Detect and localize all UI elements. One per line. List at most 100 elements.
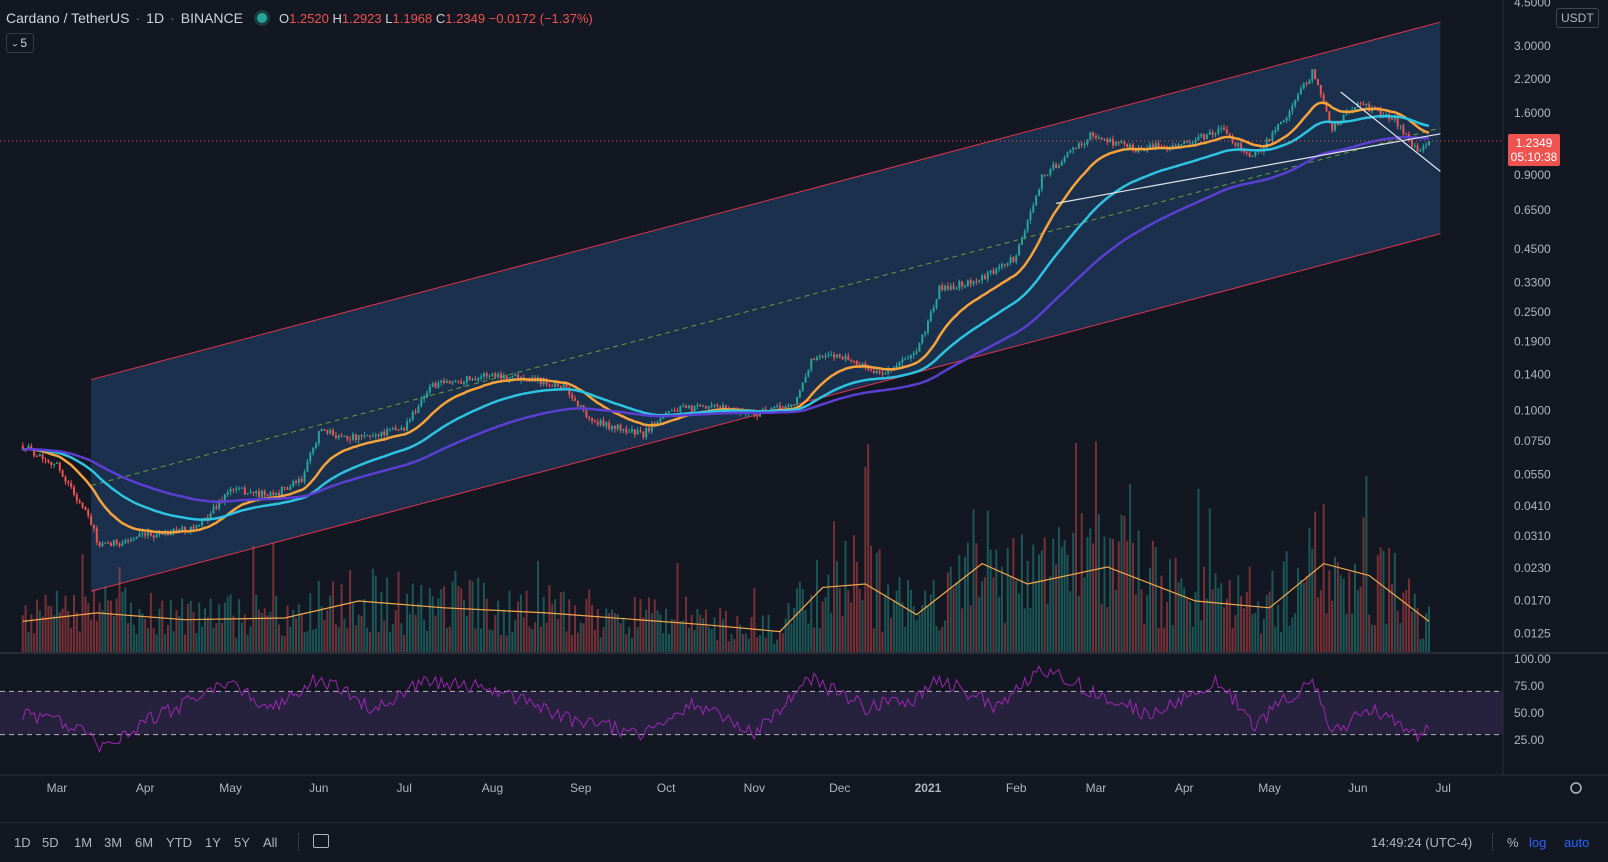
- candle-body: [619, 424, 622, 431]
- volume-bar: [1388, 547, 1391, 652]
- clock-label[interactable]: 14:49:24 (UTC-4): [1371, 835, 1473, 850]
- candle-body: [53, 463, 56, 465]
- volume-bar: [112, 616, 115, 652]
- candle-body: [343, 436, 346, 438]
- candle-body: [1060, 161, 1063, 166]
- candle-body: [1032, 205, 1035, 213]
- volume-bar: [161, 600, 164, 652]
- candle: [383, 429, 386, 439]
- candle: [1057, 163, 1060, 169]
- candle: [630, 425, 633, 434]
- timeframe-ytd-button[interactable]: YTD: [166, 835, 192, 850]
- volume-bar: [568, 599, 571, 652]
- calendar-icon[interactable]: [313, 834, 329, 848]
- candle: [1396, 112, 1399, 130]
- volume-bar: [403, 634, 406, 652]
- volume-bar: [781, 633, 784, 652]
- candle: [1302, 82, 1305, 90]
- log-scale-toggle[interactable]: log: [1529, 835, 1547, 850]
- volume-bar: [135, 633, 138, 652]
- candle-body: [650, 422, 653, 432]
- interval-label[interactable]: 1D: [146, 10, 165, 26]
- candle: [460, 378, 463, 384]
- timeframe-1y-button[interactable]: 1Y: [205, 835, 221, 850]
- candle-body: [699, 404, 702, 407]
- timeframe-3m-button[interactable]: 3M: [104, 835, 123, 850]
- currency-unit-label[interactable]: USDT: [1556, 8, 1599, 28]
- volume-bar: [559, 592, 562, 652]
- candle-body: [30, 445, 33, 450]
- candle: [571, 391, 574, 402]
- indicators-toggle-button[interactable]: ›5: [6, 33, 35, 53]
- volume-bar: [1282, 561, 1285, 652]
- volume-bar: [1069, 590, 1072, 652]
- volume-bar: [198, 602, 201, 652]
- candle: [676, 407, 679, 413]
- market-status-icon[interactable]: [256, 13, 267, 23]
- exchange-label: BINANCE: [180, 10, 243, 26]
- price-chart[interactable]: 4.5000 3.0000 2.2000 1.6000 0.9000 0.6500 0.45…: [0, 0, 1608, 822]
- volume-bar: [24, 605, 27, 652]
- volume-bar: [579, 622, 582, 652]
- timeframe-1d-button[interactable]: 1D: [14, 835, 31, 850]
- volume-bar: [84, 596, 87, 652]
- timeframe-5d-button[interactable]: 5D: [42, 835, 59, 850]
- candle-body: [1251, 155, 1254, 157]
- volume-bar: [255, 594, 258, 652]
- candle-body: [189, 526, 192, 532]
- candle: [428, 383, 431, 396]
- candle: [127, 538, 130, 544]
- timeframe-all-button[interactable]: All: [263, 835, 278, 850]
- candle-body: [901, 359, 904, 363]
- candle-body: [64, 476, 67, 482]
- timeframe-1m-button[interactable]: 1M: [74, 835, 93, 850]
- candle: [1026, 219, 1029, 234]
- timeframe-5y-button[interactable]: 5Y: [234, 835, 250, 850]
- timeframe-6m-button[interactable]: 6M: [135, 835, 154, 850]
- percent-scale-toggle[interactable]: %: [1507, 835, 1519, 850]
- candle-body: [1279, 121, 1282, 125]
- candle-body: [110, 542, 113, 547]
- volume-bar: [915, 620, 918, 652]
- candle-body: [334, 435, 337, 438]
- volume-bar: [155, 634, 158, 652]
- volume-bar: [1009, 576, 1012, 652]
- volume-bar: [889, 617, 892, 652]
- volume-bar: [724, 610, 727, 652]
- volume-bar: [887, 584, 890, 652]
- candle: [283, 487, 286, 491]
- volume-bar: [591, 604, 594, 652]
- candle-body: [58, 462, 61, 471]
- auto-scale-toggle[interactable]: auto: [1564, 835, 1590, 850]
- candle-body: [852, 360, 855, 362]
- candle: [1297, 92, 1300, 102]
- volume-bar: [955, 582, 958, 652]
- volume-bar: [608, 613, 611, 652]
- candle-body: [132, 539, 135, 541]
- candle-body: [827, 354, 830, 356]
- candle-body: [1413, 145, 1416, 147]
- candle-body: [434, 383, 437, 388]
- candle-body: [201, 519, 204, 526]
- time-tick-label: Mar: [1086, 781, 1107, 795]
- candle: [454, 379, 457, 383]
- candle: [551, 383, 554, 388]
- candle: [73, 484, 76, 497]
- candle-body: [1359, 103, 1362, 105]
- candle-body: [926, 321, 929, 333]
- candle-body: [184, 527, 187, 532]
- symbol-name[interactable]: Cardano / TetherUS: [6, 10, 130, 26]
- volume-bar: [1197, 488, 1200, 652]
- candle: [710, 401, 713, 409]
- candle-body: [1399, 125, 1402, 127]
- candle-body: [1029, 212, 1032, 221]
- candle-body: [1197, 136, 1200, 141]
- volume-bar: [796, 588, 799, 652]
- volume-bar: [1245, 591, 1248, 652]
- volume-bar: [47, 605, 50, 652]
- candle-body: [707, 406, 710, 409]
- candle-body: [98, 542, 101, 547]
- candle: [300, 475, 303, 484]
- volume-bar: [511, 631, 514, 652]
- settings-gear-icon[interactable]: [1570, 782, 1582, 794]
